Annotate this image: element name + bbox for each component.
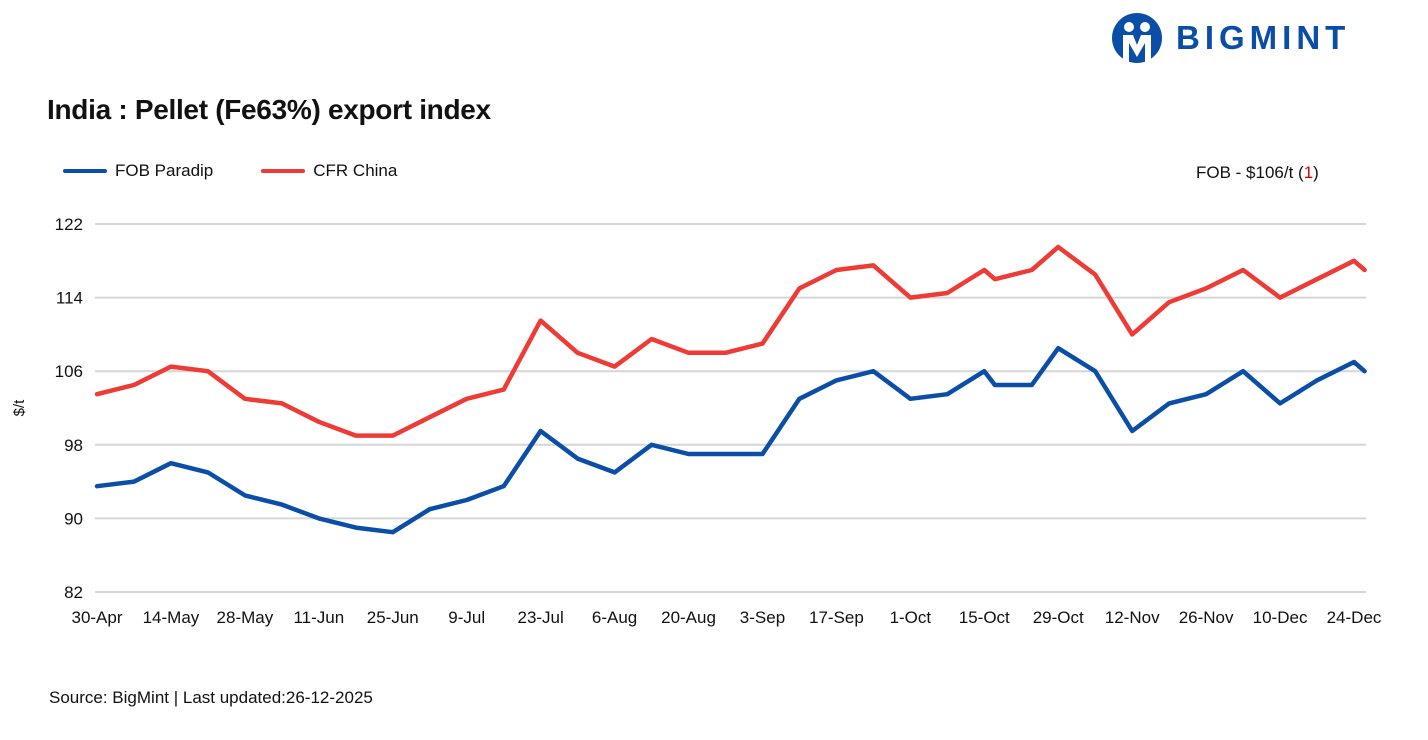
- x-tick-label: 1-Oct: [890, 608, 932, 627]
- legend: FOB Paradip CFR China: [63, 161, 397, 181]
- note-suffix: ): [1313, 163, 1319, 182]
- legend-swatch-fob: [63, 169, 107, 173]
- x-tick-label: 11-Jun: [293, 608, 344, 627]
- series-line-fob-paradip: [94, 345, 1367, 535]
- x-tick-label: 17-Sep: [809, 608, 864, 627]
- chart-title: India : Pellet (Fe63%) export index: [47, 94, 491, 125]
- x-tick-label: 28-May: [217, 608, 274, 627]
- x-tick-label: 14-May: [143, 608, 200, 627]
- note-change: 1: [1303, 163, 1314, 182]
- logo-text: BIGMINT: [1176, 19, 1351, 56]
- x-tick-label: 24-Dec: [1327, 608, 1382, 627]
- x-tick-label: 6-Aug: [592, 608, 637, 627]
- x-tick-label: 30-Apr: [71, 608, 122, 627]
- x-tick-label: 9-Jul: [448, 608, 485, 627]
- y-tick-label: 82: [64, 583, 83, 602]
- legend-label-cfr: CFR China: [313, 161, 398, 180]
- series-line-cfr-china: [94, 244, 1367, 438]
- y-axis-label: $/t: [11, 399, 28, 417]
- x-tick-label: 12-Nov: [1105, 608, 1160, 627]
- x-tick-label: 15-Oct: [959, 608, 1010, 627]
- x-tick-label: 3-Sep: [740, 608, 785, 627]
- x-tick-label: 29-Oct: [1033, 608, 1084, 627]
- x-tick-label: 23-Jul: [517, 608, 563, 627]
- note-prefix: FOB - $106/t (: [1196, 163, 1304, 182]
- x-tick-label: 20-Aug: [661, 608, 716, 627]
- source-text: Source: BigMint | Last updated:26-12-202…: [49, 688, 373, 707]
- legend-label-fob: FOB Paradip: [115, 161, 214, 180]
- legend-swatch-cfr: [261, 169, 306, 173]
- y-tick-label: 98: [64, 436, 83, 455]
- y-tick-label: 114: [56, 289, 83, 308]
- x-tick-label: 25-Jun: [367, 608, 419, 627]
- price-note: FOB - $106/t (1): [1196, 163, 1319, 183]
- y-tick-label: 122: [55, 215, 83, 234]
- x-tick-label: 26-Nov: [1179, 608, 1234, 627]
- legend-item-cfr: CFR China: [261, 161, 397, 181]
- legend-item-fob: FOB Paradip: [63, 161, 213, 181]
- bigmint-logo: BIGMINT: [1112, 13, 1350, 63]
- bigmint-logo-icon: [1112, 13, 1162, 63]
- y-tick-label: 106: [55, 362, 83, 381]
- x-tick-label: 10-Dec: [1253, 608, 1308, 627]
- y-tick-label: 90: [64, 509, 83, 528]
